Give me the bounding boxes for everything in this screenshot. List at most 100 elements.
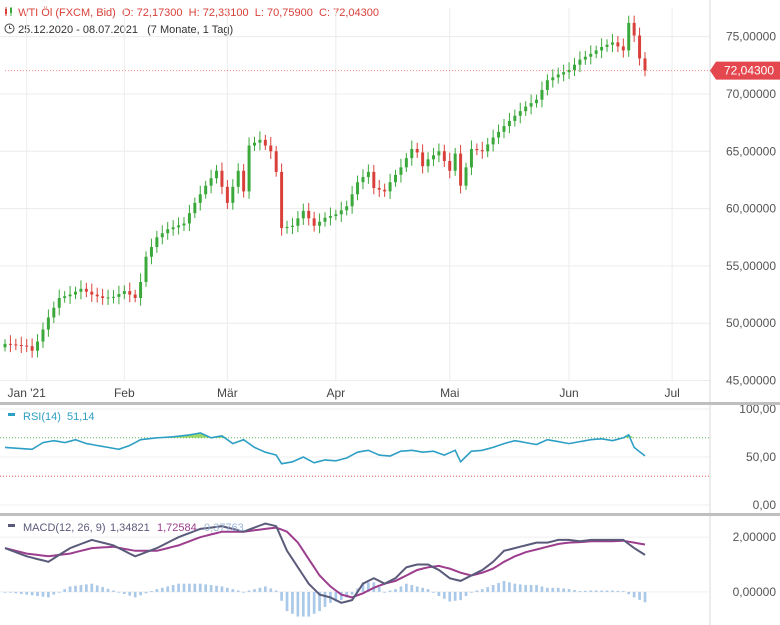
candle-body xyxy=(296,218,300,226)
macd-histogram-bar xyxy=(57,591,61,593)
candle-body xyxy=(122,291,126,294)
candle-body xyxy=(36,341,40,351)
rsi-legend-label: RSI(14) xyxy=(23,411,61,423)
macd-histogram-bar xyxy=(247,590,251,592)
macd-histogram-bar xyxy=(556,587,560,592)
candle-body xyxy=(236,170,240,187)
macd-legend-swatch xyxy=(8,524,15,527)
macd-histogram-bar xyxy=(9,591,12,593)
candle-body xyxy=(144,256,148,282)
candle-body xyxy=(415,148,419,153)
candle-body xyxy=(556,74,560,78)
candle-body xyxy=(486,144,490,152)
high-value: 72,33100 xyxy=(202,7,249,19)
time-axis: Jan '21 Feb Mär Apr Mai Jun Jul xyxy=(8,386,680,400)
close-value: 72,04300 xyxy=(333,7,379,19)
macd-histogram-bar xyxy=(399,586,403,592)
macd-histogram-bar xyxy=(616,590,620,592)
macd-histogram-bar xyxy=(339,591,343,601)
macd-histogram-bar xyxy=(36,591,39,596)
candle-body xyxy=(356,182,360,195)
candle-body xyxy=(90,291,94,295)
time-tick-label: Apr xyxy=(327,386,346,400)
macd-histogram-bar xyxy=(193,583,197,592)
macd-histogram-bar xyxy=(502,580,506,592)
candle-body xyxy=(177,225,181,228)
candle-body xyxy=(502,126,506,132)
macd-histogram-bar xyxy=(296,591,300,617)
candle-body xyxy=(578,59,582,65)
macd-histogram-bar xyxy=(432,591,435,593)
chart-header-line2: 25.12.2020 - 08.07.2021 (7 Monate, 1 Tag… xyxy=(4,23,233,36)
candle-body xyxy=(464,167,468,186)
macd-tick-label: 0,00000 xyxy=(733,585,777,599)
candle-body xyxy=(469,148,473,168)
candle-body xyxy=(160,233,164,238)
candle-body xyxy=(323,217,327,222)
macd-histogram-bar xyxy=(269,588,273,592)
rsi-legend-value: 51,14 xyxy=(67,411,95,423)
candle-body xyxy=(627,22,631,51)
time-tick-label: Feb xyxy=(114,386,135,400)
candle-body xyxy=(318,221,322,226)
candle-body xyxy=(621,46,625,51)
macd-histogram-bar xyxy=(301,591,305,617)
close-label: C: xyxy=(319,7,331,19)
candle-body xyxy=(25,345,29,347)
macd-histogram-bar xyxy=(30,591,34,596)
macd-histogram-bar xyxy=(394,589,397,592)
candle-body xyxy=(632,22,636,36)
candle-body xyxy=(589,53,593,57)
macd-histogram-bar xyxy=(611,590,614,592)
price-tick-label: 55,00000 xyxy=(726,259,776,273)
macd-histogram-bar xyxy=(453,591,457,601)
candle-body xyxy=(149,246,153,257)
macd-histogram-bar xyxy=(573,590,576,592)
macd-histogram-bar xyxy=(117,591,121,593)
macd-histogram-bar xyxy=(226,587,229,592)
macd-histogram-bar xyxy=(112,590,115,592)
macd-histogram-bar xyxy=(497,583,500,592)
macd-histogram-bar xyxy=(242,591,245,593)
macd-histogram-bar xyxy=(480,589,484,592)
candle-body xyxy=(57,298,61,308)
macd-histogram-bar xyxy=(231,589,235,592)
macd-histogram-bar xyxy=(600,590,603,592)
candle-body xyxy=(480,150,484,152)
macd-histogram-bar xyxy=(79,585,83,592)
rsi-legend-swatch xyxy=(8,413,15,416)
macd-histogram-legend-value: 0,37763 xyxy=(204,522,244,534)
candle-body xyxy=(448,161,452,171)
candle-body xyxy=(215,170,219,179)
macd-histogram-bar xyxy=(177,583,180,592)
macd-histogram-bar xyxy=(638,591,641,600)
candle-body xyxy=(437,151,441,156)
candle-body xyxy=(421,152,425,167)
macd-histogram-bar xyxy=(3,591,7,593)
macd-histogram-bar xyxy=(14,591,18,594)
macd-histogram-bar xyxy=(171,585,175,592)
candle-body xyxy=(68,294,72,297)
candle-body xyxy=(171,227,175,230)
candle-body xyxy=(3,343,7,348)
price-axis: 75,00000 70,00000 65,00000 60,00000 55,00000… xyxy=(710,30,780,388)
candle-body xyxy=(524,106,528,112)
macd-histogram-bar xyxy=(518,584,522,592)
high-label: H: xyxy=(188,7,200,19)
macd-histogram-bar xyxy=(546,587,549,592)
macd-histogram-bar xyxy=(307,591,311,617)
macd-histogram-bar xyxy=(101,587,104,592)
price-tick-label: 50,00000 xyxy=(726,316,776,330)
time-tick-label: Jan '21 xyxy=(8,386,47,400)
panel-separators[interactable] xyxy=(0,402,780,516)
candle-body xyxy=(600,46,604,51)
macd-histogram-bar xyxy=(583,590,587,592)
candle-body xyxy=(46,317,50,330)
macd-histogram-bar xyxy=(19,591,23,594)
candle-body xyxy=(8,343,12,345)
last-price-badge xyxy=(710,61,780,80)
macd-histogram-bar xyxy=(182,583,186,592)
candle-body xyxy=(573,64,576,70)
candle-body xyxy=(605,44,609,47)
